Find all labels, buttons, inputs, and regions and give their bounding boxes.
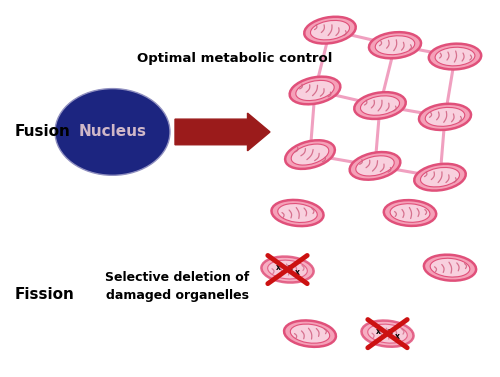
Ellipse shape — [356, 156, 394, 176]
Ellipse shape — [304, 17, 356, 44]
Ellipse shape — [268, 260, 308, 279]
Ellipse shape — [425, 107, 465, 126]
Text: x: x — [388, 328, 393, 336]
Ellipse shape — [262, 257, 314, 282]
Text: x: x — [294, 268, 300, 277]
Text: Fusion: Fusion — [15, 124, 71, 139]
Text: Optimal metabolic control: Optimal metabolic control — [138, 52, 332, 65]
Ellipse shape — [368, 324, 408, 343]
Ellipse shape — [384, 200, 436, 226]
Ellipse shape — [424, 255, 476, 280]
Text: x: x — [288, 264, 293, 272]
Ellipse shape — [55, 89, 170, 175]
Ellipse shape — [272, 200, 324, 226]
Ellipse shape — [420, 167, 460, 187]
Text: Nucleus: Nucleus — [78, 124, 146, 139]
Ellipse shape — [354, 92, 406, 119]
Ellipse shape — [375, 36, 415, 55]
Text: x: x — [376, 328, 380, 336]
Ellipse shape — [419, 104, 471, 130]
FancyArrow shape — [175, 113, 270, 151]
Ellipse shape — [430, 258, 470, 277]
Ellipse shape — [278, 204, 318, 222]
Text: Fission: Fission — [15, 287, 75, 302]
Ellipse shape — [360, 96, 400, 115]
Text: x: x — [394, 332, 400, 341]
Ellipse shape — [362, 320, 414, 347]
Ellipse shape — [350, 152, 401, 180]
Ellipse shape — [429, 44, 481, 69]
Ellipse shape — [296, 80, 334, 101]
Ellipse shape — [310, 20, 350, 40]
Ellipse shape — [285, 140, 335, 169]
Ellipse shape — [390, 204, 430, 222]
Ellipse shape — [284, 320, 336, 347]
Ellipse shape — [369, 32, 421, 58]
Ellipse shape — [291, 144, 329, 165]
Ellipse shape — [290, 324, 330, 343]
Text: x: x — [276, 264, 280, 272]
Ellipse shape — [414, 164, 466, 191]
Ellipse shape — [290, 77, 341, 104]
Text: damaged organelles: damaged organelles — [106, 290, 249, 302]
Ellipse shape — [435, 47, 475, 66]
Text: Selective deletion of: Selective deletion of — [106, 271, 250, 284]
